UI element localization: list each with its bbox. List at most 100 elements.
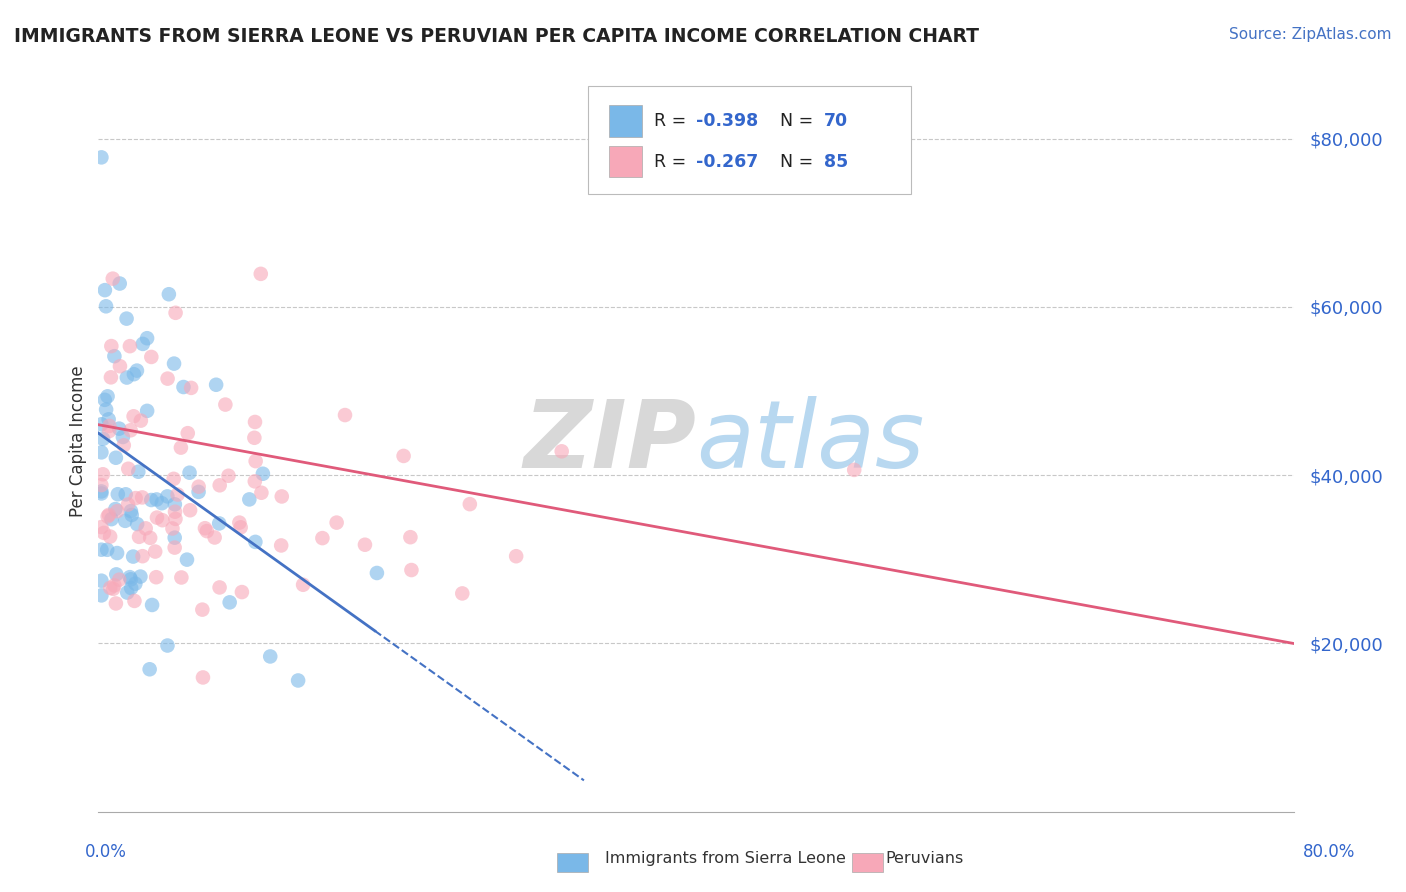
Text: Source: ZipAtlas.com: Source: ZipAtlas.com (1229, 27, 1392, 42)
Point (131, 549, 153, 564)
FancyBboxPatch shape (609, 146, 643, 178)
Point (136, 404, 159, 418)
Point (392, 449, 415, 463)
Point (179, 503, 201, 517)
FancyBboxPatch shape (609, 105, 643, 136)
Point (243, 431, 266, 445)
Point (245, 534, 267, 549)
Point (105, 546, 128, 560)
Point (117, 585, 139, 599)
Point (139, 531, 162, 545)
Point (101, 271, 124, 285)
Point (98, 581, 121, 595)
Text: R =: R = (654, 112, 692, 130)
Text: Peruvians: Peruvians (886, 851, 965, 865)
Point (97, 389, 120, 403)
Point (156, 639, 179, 653)
Point (103, 582, 125, 596)
Point (90, 574, 112, 588)
Point (292, 578, 315, 592)
Point (90, 520, 112, 534)
Point (243, 415, 266, 429)
Point (270, 538, 292, 552)
Point (228, 516, 250, 530)
Point (94, 402, 117, 417)
Point (150, 513, 173, 527)
Point (128, 530, 150, 544)
Text: R =: R = (654, 153, 692, 170)
Point (145, 492, 167, 507)
Point (112, 438, 135, 452)
Point (120, 504, 142, 518)
Point (163, 531, 186, 545)
Point (191, 602, 214, 616)
Point (141, 493, 163, 508)
Point (311, 531, 333, 545)
Point (90, 486, 112, 500)
Point (143, 544, 166, 558)
Point (191, 670, 214, 684)
Point (249, 267, 271, 281)
Point (103, 578, 125, 592)
Point (125, 363, 148, 377)
Point (218, 468, 240, 483)
Point (94, 299, 117, 313)
Point (505, 549, 527, 564)
Point (163, 541, 186, 555)
Point (195, 524, 218, 538)
Point (90, 417, 112, 432)
Point (205, 377, 228, 392)
Point (114, 514, 136, 528)
Point (162, 521, 184, 535)
Text: N =: N = (779, 153, 818, 170)
Point (187, 480, 209, 494)
Point (157, 287, 180, 301)
Point (173, 380, 195, 394)
Point (97, 509, 120, 524)
Point (122, 549, 145, 564)
Text: 85: 85 (824, 153, 848, 170)
Point (100, 370, 122, 384)
Text: N =: N = (779, 112, 818, 130)
Point (107, 487, 129, 501)
Point (287, 673, 309, 688)
Point (231, 585, 253, 599)
Point (194, 521, 217, 535)
Point (93, 525, 115, 540)
Point (270, 490, 292, 504)
Point (163, 357, 186, 371)
Point (127, 517, 149, 532)
Point (245, 454, 267, 468)
Point (121, 508, 143, 522)
Point (90, 150, 112, 164)
Point (115, 370, 138, 384)
Point (333, 408, 356, 422)
Point (104, 450, 127, 465)
Text: 80.0%: 80.0% (1302, 843, 1355, 861)
Point (551, 444, 574, 458)
Point (98, 530, 121, 544)
Text: -0.267: -0.267 (696, 153, 758, 170)
Point (111, 430, 134, 444)
Point (165, 306, 187, 320)
Point (122, 368, 145, 382)
Point (108, 359, 131, 374)
Point (208, 478, 231, 492)
Point (98, 418, 121, 433)
Point (117, 498, 139, 512)
Point (138, 662, 160, 676)
Point (120, 572, 142, 586)
Point (118, 570, 141, 584)
Point (118, 339, 141, 353)
Point (131, 491, 153, 505)
Text: 70: 70 (824, 112, 848, 130)
Point (98, 424, 121, 438)
Point (166, 487, 188, 501)
Point (93, 392, 115, 407)
Point (163, 505, 186, 519)
Point (250, 485, 273, 500)
Point (146, 510, 169, 524)
Point (97, 412, 120, 426)
Point (187, 484, 209, 499)
Point (451, 586, 474, 600)
